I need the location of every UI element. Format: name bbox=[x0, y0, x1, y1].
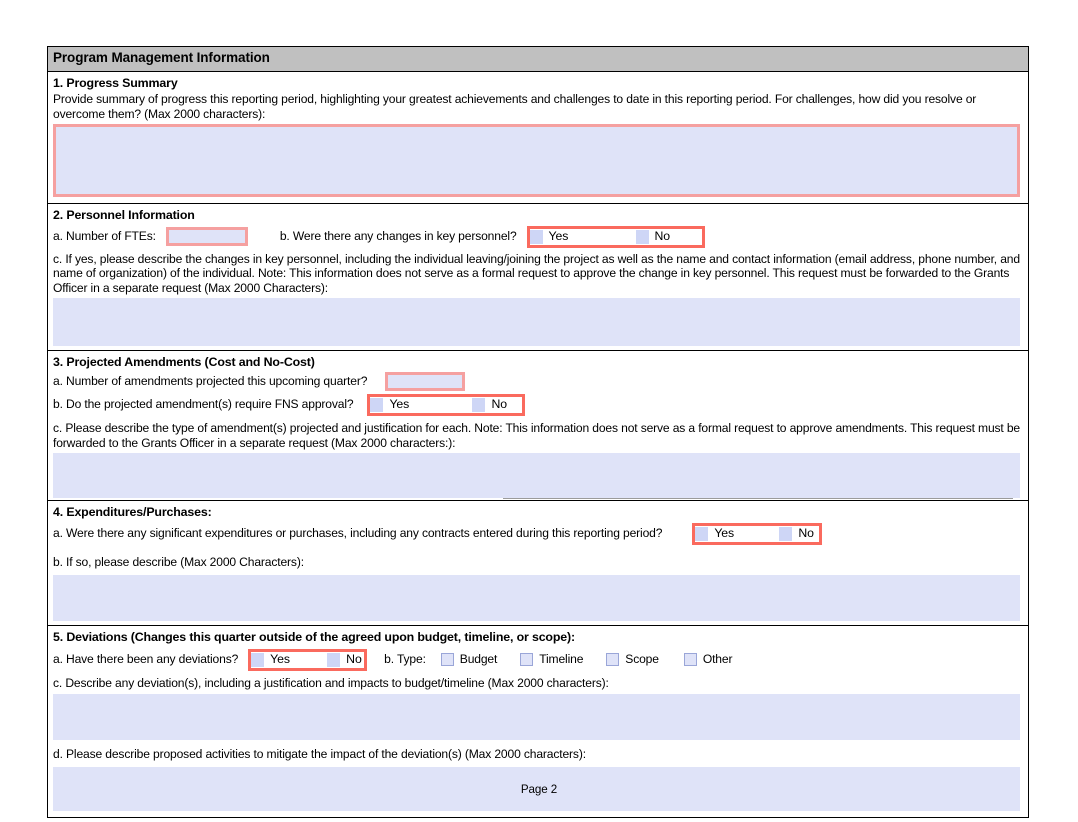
deviations-describe-textarea[interactable] bbox=[53, 694, 1020, 741]
amendments-describe-prompt: c. Please describe the type of amendment… bbox=[53, 421, 1020, 450]
key-personnel-yes-label: Yes bbox=[548, 228, 569, 243]
scope-label: Scope bbox=[625, 651, 659, 666]
key-personnel-yes-option[interactable]: Yes bbox=[529, 228, 636, 245]
progress-summary-textarea[interactable] bbox=[53, 123, 1020, 197]
key-personnel-describe-textarea[interactable] bbox=[53, 297, 1020, 346]
expenditures-yes-label: Yes bbox=[714, 525, 735, 540]
section-progress-summary: 1. Progress Summary Provide summary of p… bbox=[48, 72, 1028, 204]
key-personnel-changes-label: b. Were there any changes in key personn… bbox=[279, 229, 517, 244]
deviations-mitigation-prompt: d. Please describe proposed activities t… bbox=[53, 747, 586, 762]
deviations-row-a: a. Have there been any deviations? Yes N… bbox=[48, 647, 1028, 673]
expenditures-yes-checkbox[interactable] bbox=[695, 526, 709, 541]
other-checkbox[interactable] bbox=[683, 652, 697, 666]
timeline-label: Timeline bbox=[539, 651, 584, 666]
deviations-question-label: a. Have there been any deviations? bbox=[53, 651, 239, 666]
deviations-mitigation-textarea[interactable] bbox=[53, 767, 1020, 811]
section-projected-amendments: 3. Projected Amendments (Cost and No-Cos… bbox=[48, 351, 1028, 501]
expenditures-yesno[interactable]: Yes No bbox=[692, 522, 823, 545]
section-expenditures-purchases: 4. Expenditures/Purchases: a. Were there… bbox=[48, 501, 1028, 627]
expenditures-no-checkbox[interactable] bbox=[779, 526, 793, 541]
section-title-personnel-information: 2. Personnel Information bbox=[53, 207, 195, 222]
expenditures-no-option[interactable]: No bbox=[779, 526, 814, 542]
section-title-progress-summary: 1. Progress Summary bbox=[53, 75, 178, 90]
fns-approval-yes-label: Yes bbox=[389, 397, 410, 412]
deviations-describe-prompt: c. Describe any deviation(s), including … bbox=[53, 675, 609, 690]
deviations-no-option[interactable]: No bbox=[327, 652, 362, 668]
fns-approval-no-option[interactable]: No bbox=[472, 397, 507, 413]
deviation-type-timeline[interactable]: Timeline bbox=[520, 652, 583, 667]
key-personnel-no-label: No bbox=[654, 228, 671, 243]
budget-checkbox[interactable] bbox=[440, 652, 454, 666]
expenditures-question-label: a. Were there any significant expenditur… bbox=[53, 526, 663, 541]
page-number-footer: Page 2 bbox=[520, 783, 558, 796]
budget-label: Budget bbox=[459, 651, 498, 666]
progress-summary-prompt: Provide summary of progress this reporti… bbox=[53, 92, 977, 121]
fte-count-input[interactable] bbox=[165, 227, 248, 247]
fns-approval-yes-checkbox[interactable] bbox=[370, 398, 384, 412]
deviation-type-budget[interactable]: Budget bbox=[440, 651, 498, 667]
expenditures-describe-textarea[interactable] bbox=[53, 575, 1020, 622]
expenditures-describe-prompt: b. If so, please describe (Max 2000 Char… bbox=[53, 554, 304, 569]
deviations-no-label: No bbox=[346, 651, 362, 666]
timeline-checkbox[interactable] bbox=[520, 652, 534, 666]
key-personnel-no-option[interactable]: No bbox=[635, 228, 671, 245]
deviation-type-other[interactable]: Other bbox=[683, 651, 733, 667]
fns-approval-no-label: No bbox=[491, 397, 507, 412]
fte-count-label: a. Number of FTEs: bbox=[53, 229, 156, 244]
program-management-form: Program Management Information 1. Progre… bbox=[47, 46, 1029, 818]
section-personnel-information: 2. Personnel Information a. Number of FT… bbox=[48, 204, 1028, 351]
deviation-type-label: b. Type: bbox=[384, 651, 426, 666]
amendments-row-b: b. Do the projected amendment(s) require… bbox=[48, 392, 1028, 418]
page-title: Program Management Information bbox=[48, 47, 1028, 72]
deviations-yesno[interactable]: Yes No bbox=[248, 648, 368, 671]
expenditures-row-a: a. Were there any significant expenditur… bbox=[48, 521, 1028, 547]
deviation-type-scope[interactable]: Scope bbox=[606, 652, 659, 667]
deviations-yes-checkbox[interactable] bbox=[251, 652, 265, 667]
other-label: Other bbox=[702, 651, 733, 666]
deviations-yes-label: Yes bbox=[270, 651, 290, 666]
amendments-row-a: a. Number of amendments projected this u… bbox=[48, 371, 1028, 392]
deviations-no-checkbox[interactable] bbox=[327, 652, 341, 667]
key-personnel-describe-prompt: c. If yes, please describe the changes i… bbox=[53, 251, 1020, 296]
fns-approval-yes-option[interactable]: Yes bbox=[370, 397, 472, 413]
amendments-count-label: a. Number of amendments projected this u… bbox=[53, 373, 368, 388]
expenditures-no-label: No bbox=[798, 525, 814, 540]
section-deviations: 5. Deviations (Changes this quarter outs… bbox=[48, 626, 1028, 817]
section-title-projected-amendments: 3. Projected Amendments (Cost and No-Cos… bbox=[53, 354, 315, 369]
key-personnel-yes-checkbox[interactable] bbox=[529, 229, 543, 244]
fns-approval-yesno[interactable]: Yes No bbox=[367, 394, 526, 416]
section-title-expenditures-purchases: 4. Expenditures/Purchases: bbox=[53, 504, 212, 519]
amendments-count-input[interactable] bbox=[385, 372, 466, 391]
section-title-deviations: 5. Deviations (Changes this quarter outs… bbox=[53, 630, 575, 645]
fns-approval-label: b. Do the projected amendment(s) require… bbox=[53, 397, 354, 412]
scope-checkbox[interactable] bbox=[606, 652, 620, 666]
key-personnel-changes-yesno[interactable]: Yes No bbox=[526, 225, 705, 248]
amendments-describe-textarea[interactable] bbox=[53, 452, 1020, 498]
expenditures-yes-option[interactable]: Yes bbox=[695, 526, 779, 542]
personnel-row-a: a. Number of FTEs: b. Were there any cha… bbox=[48, 224, 1028, 250]
fns-approval-no-checkbox[interactable] bbox=[472, 398, 486, 412]
key-personnel-no-checkbox[interactable] bbox=[635, 229, 649, 244]
deviations-yes-option[interactable]: Yes bbox=[251, 652, 327, 668]
